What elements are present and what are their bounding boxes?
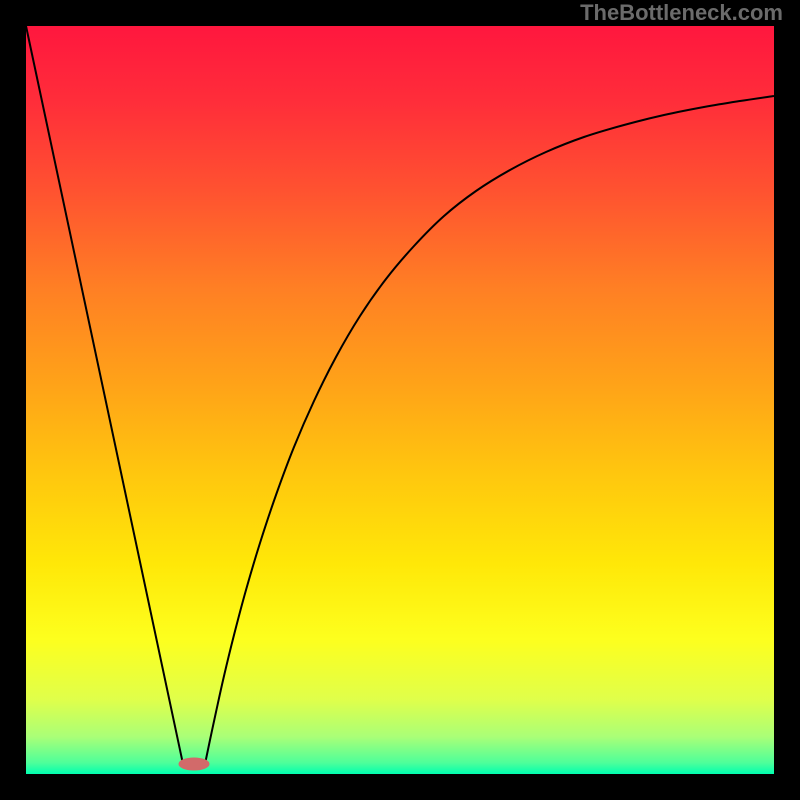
bottleneck-marker	[179, 758, 209, 770]
bottleneck-chart-svg	[0, 0, 800, 800]
plot-background	[26, 26, 774, 774]
chart-container: { "canvas": { "width": 800, "height": 80…	[0, 0, 800, 800]
attribution-text: TheBottleneck.com	[580, 0, 783, 26]
